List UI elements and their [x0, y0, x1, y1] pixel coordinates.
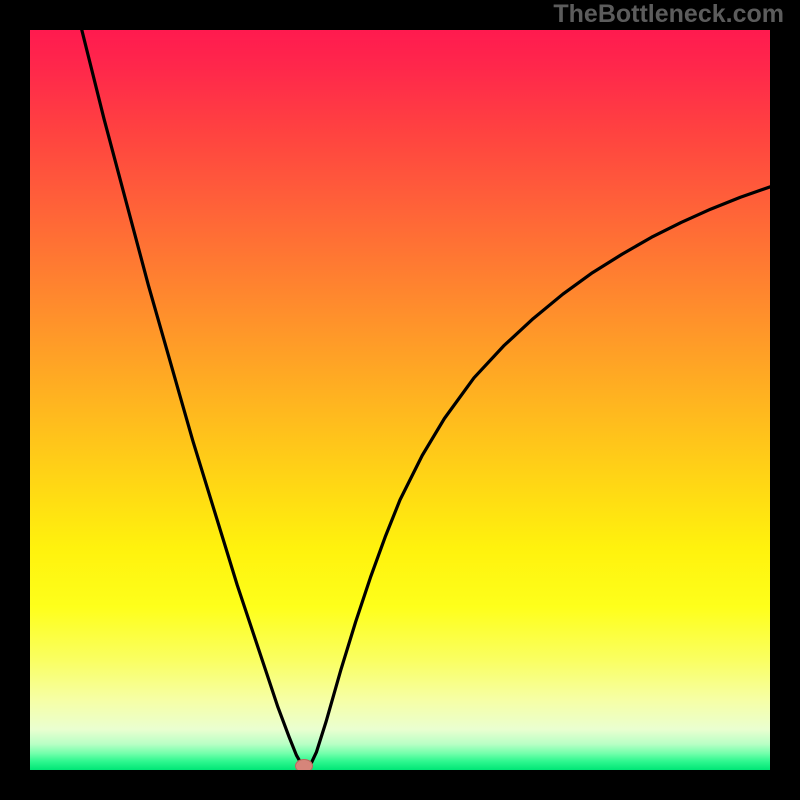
plot-area [30, 30, 770, 770]
watermark-text: TheBottleneck.com [553, 0, 784, 29]
bottleneck-curve [30, 30, 770, 770]
optimal-point-marker [295, 759, 313, 770]
